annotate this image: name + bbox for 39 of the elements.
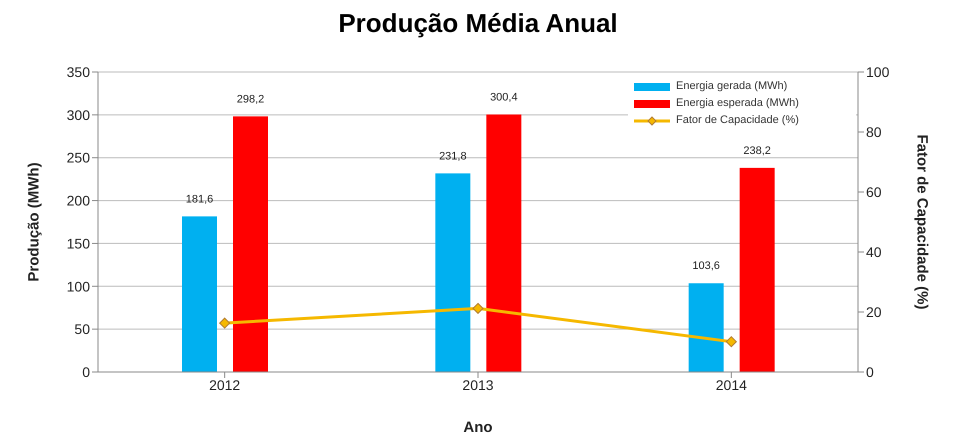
point	[472, 302, 484, 314]
y-tick-label: 50	[74, 321, 90, 338]
x-tick-label: 2014	[716, 376, 748, 393]
y2-tick-label: 80	[866, 124, 882, 140]
data-label: 231,8	[439, 150, 467, 162]
y2-tick-label: 100	[866, 64, 890, 80]
y2-tick-label: 40	[866, 244, 882, 260]
y2-tick-label: 60	[866, 184, 882, 200]
bar	[486, 114, 522, 372]
legend-label: Energia esperada (MWh)	[676, 96, 799, 111]
bar	[688, 283, 724, 372]
y2-tick-label: 0	[866, 364, 874, 380]
y-tick-label: 150	[66, 235, 90, 252]
y2-tick-label: 20	[866, 304, 882, 320]
data-label: 181,6	[186, 193, 214, 206]
bar	[435, 173, 470, 372]
legend-label: Fator de Capacidade (%)	[676, 113, 799, 128]
data-label: 300,4	[490, 92, 518, 104]
data-label: 238,2	[743, 144, 771, 157]
bar	[740, 168, 775, 372]
y-tick-label: 100	[66, 278, 90, 294]
y-tick-label: 0	[82, 364, 90, 380]
y-axis-title: Produção (MWh)	[25, 162, 42, 282]
bar	[182, 216, 217, 372]
point	[726, 336, 737, 348]
data-label: 103,6	[692, 260, 720, 272]
x-tick-label: 2012	[209, 376, 240, 393]
y-tick-label: 200	[66, 192, 90, 209]
x-axis-title: Ano	[463, 419, 493, 436]
y-tick-label: 350	[66, 64, 90, 80]
bar	[233, 116, 268, 372]
data-label: 298,2	[236, 93, 264, 106]
x-tick-label: 2013	[462, 376, 494, 393]
legend-label: Energia gerada (MWh)	[676, 79, 788, 94]
point	[219, 318, 230, 329]
y2-axis-title: Fator de Capacidade (%)	[914, 134, 931, 310]
chart-title: Produção Média Anual	[337, 8, 619, 40]
y-tick-label: 250	[66, 150, 90, 166]
y-tick-label: 300	[66, 106, 90, 123]
